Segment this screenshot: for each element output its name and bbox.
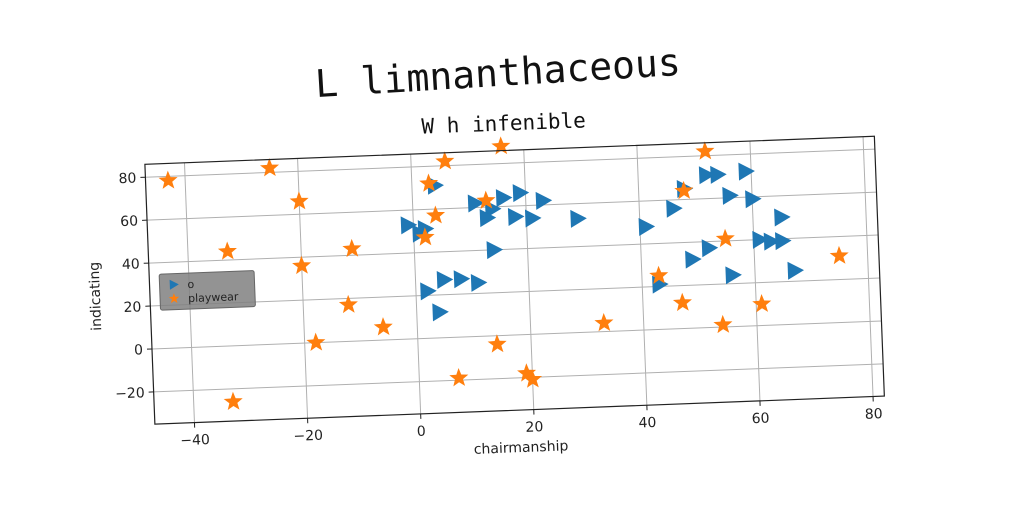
data-point-star [415,227,435,246]
x-grid-line [636,145,648,406]
legend-label: o [187,278,194,291]
data-point-star [223,391,243,411]
data-point-triangle [570,209,587,228]
y-grid-line [153,363,884,393]
data-point-star [491,136,511,155]
data-point-triangle [453,270,471,289]
data-point-triangle [738,162,755,181]
data-point-star [306,332,326,351]
x-tick-label: 80 [865,406,883,423]
plot-area: W h infenible −40 −20 0 20 40 60 80 −20 0 20 40 60… [87,108,885,458]
data-point-triangle [467,194,485,213]
data-point-star [487,334,507,353]
axes-frame [144,135,885,425]
legend-marker-triangle [169,279,179,290]
data-point-star [476,190,496,209]
data-point-star [522,369,542,388]
data-point-star [672,292,692,312]
x-axis-ticks: −40 −20 0 20 40 60 80 [180,396,883,449]
grid-lines [145,136,884,423]
data-point-triangle [486,241,504,260]
data-point-triangle [698,166,716,185]
data-point-triangle [775,232,792,251]
y-grid-line [145,148,875,178]
data-point-star [449,368,469,387]
data-point-triangle [432,303,449,322]
data-point-star [419,173,439,192]
data-point-triangle [666,199,683,218]
data-point-triangle [774,208,791,227]
data-point-triangle [725,266,742,285]
y-grid-line [151,320,882,350]
data-point-triangle [479,209,497,228]
x-tick-label: −20 [293,428,323,445]
x-tick-label: 0 [417,424,427,440]
data-point-star [715,228,735,248]
data-point-triangle [436,270,454,289]
data-point-triangle [763,232,781,251]
data-point-star [435,151,455,170]
x-grid-line [862,136,874,397]
x-axis-label: chairmanship [473,438,568,458]
data-point-star [674,180,694,200]
data-point-triangle [495,189,513,208]
chart-suptitle: L limnanthaceous [314,40,682,106]
data-point-triangle [400,216,418,235]
data-point-triangle [535,191,553,210]
data-point-star [713,314,733,334]
data-point-star [695,141,715,160]
legend-marker-star [168,293,180,304]
data-point-star [649,265,669,285]
data-point-star [342,238,362,258]
data-point-triangle [710,165,727,184]
x-grid-line [749,141,761,401]
x-tick-label: 40 [638,415,656,432]
legend-box [158,270,256,311]
data-point-triangle [745,190,762,209]
x-tick-label: 20 [525,419,543,436]
data-point-triangle [722,186,739,205]
data-point-triangle [470,273,488,292]
y-tick-label: 80 [118,171,136,188]
y-tick-label: 60 [120,213,138,230]
data-point-triangle [512,184,530,203]
data-point-triangle [524,209,542,228]
x-tick-label: −40 [180,432,210,449]
data-point-star [594,313,614,332]
legend-label: playwear [188,290,239,305]
data-point-star [373,317,393,336]
data-point-star [752,294,772,313]
data-point-triangle [412,224,429,243]
data-point-triangle [420,282,437,301]
data-point-star [158,170,178,189]
y-axis-label: indicating [87,262,106,332]
data-point-triangle [507,208,525,227]
chart-title: W h infenible [421,108,586,138]
data-point-star [289,191,309,210]
y-tick-label: −20 [115,385,145,402]
x-tick-label: 60 [751,411,769,428]
y-grid-line [150,277,880,307]
data-point-star [292,255,312,275]
y-tick-label: 20 [123,299,141,316]
data-point-triangle [638,218,656,237]
data-point-star [260,158,280,177]
data-point-triangle [685,250,702,269]
y-tick-label: 40 [122,256,140,273]
data-points [158,136,849,411]
data-point-star [829,245,849,265]
data-point-triangle [701,239,719,258]
data-point-triangle [752,230,769,249]
data-point-triangle [787,261,805,280]
data-point-star [426,205,446,224]
y-axis-ticks: −20 0 20 40 60 80 [115,171,154,402]
data-point-star [217,241,237,260]
x-grid-line [410,154,422,414]
y-tick-label: 0 [134,342,144,358]
data-point-star [338,294,358,314]
